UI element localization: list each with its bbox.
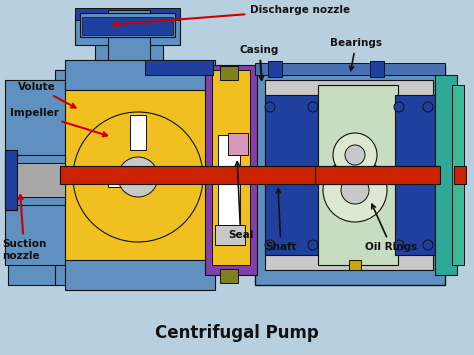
Circle shape	[345, 145, 365, 165]
Text: Volute: Volute	[18, 82, 75, 108]
Bar	[130, 115, 146, 150]
Bar	[5, 150, 17, 210]
Bar	[454, 166, 466, 184]
Bar	[75, 15, 180, 45]
Text: Impeller: Impeller	[10, 108, 107, 136]
Circle shape	[341, 176, 369, 204]
Bar	[349, 260, 361, 270]
Bar	[65, 60, 215, 90]
Circle shape	[323, 158, 387, 222]
Bar	[145, 60, 213, 75]
Bar	[315, 166, 440, 184]
Circle shape	[394, 240, 404, 250]
Bar	[65, 260, 215, 290]
Bar	[65, 60, 215, 260]
Bar	[95, 10, 163, 65]
Polygon shape	[8, 85, 55, 285]
Text: Casing: Casing	[240, 45, 279, 80]
Bar	[55, 70, 215, 285]
Circle shape	[265, 240, 275, 250]
Bar	[435, 75, 457, 275]
Circle shape	[308, 240, 318, 250]
Bar	[370, 61, 384, 77]
Bar	[108, 169, 143, 187]
Bar	[212, 70, 250, 265]
Bar	[82, 17, 173, 35]
Circle shape	[394, 102, 404, 112]
Text: Seal: Seal	[228, 162, 254, 240]
Circle shape	[423, 102, 433, 112]
Bar	[265, 95, 320, 255]
Text: Discharge nozzle: Discharge nozzle	[113, 5, 350, 26]
Bar	[5, 80, 65, 265]
Circle shape	[73, 112, 203, 242]
Text: Oil Rings: Oil Rings	[365, 204, 417, 252]
Text: Suction
nozzle: Suction nozzle	[2, 195, 46, 261]
Bar	[268, 61, 282, 77]
Bar	[255, 65, 445, 285]
Circle shape	[333, 133, 377, 177]
Bar	[205, 65, 257, 275]
Circle shape	[265, 102, 275, 112]
Bar	[108, 10, 150, 60]
Text: Bearings: Bearings	[330, 38, 382, 70]
Bar	[220, 66, 238, 80]
Bar	[452, 85, 464, 265]
Bar	[60, 166, 420, 184]
Bar	[5, 155, 65, 205]
Circle shape	[118, 157, 158, 197]
Bar	[75, 8, 180, 20]
Text: Centrifugal Pump: Centrifugal Pump	[155, 324, 319, 342]
Bar	[215, 225, 245, 245]
Bar	[228, 133, 248, 155]
Bar	[395, 95, 435, 255]
Bar	[220, 269, 238, 283]
Circle shape	[308, 102, 318, 112]
Circle shape	[423, 240, 433, 250]
Bar	[318, 85, 398, 265]
Bar	[265, 80, 433, 270]
Text: Shaft: Shaft	[265, 189, 297, 252]
Bar	[218, 135, 240, 225]
Bar	[80, 13, 175, 37]
Bar	[5, 163, 65, 197]
Bar	[255, 63, 445, 75]
